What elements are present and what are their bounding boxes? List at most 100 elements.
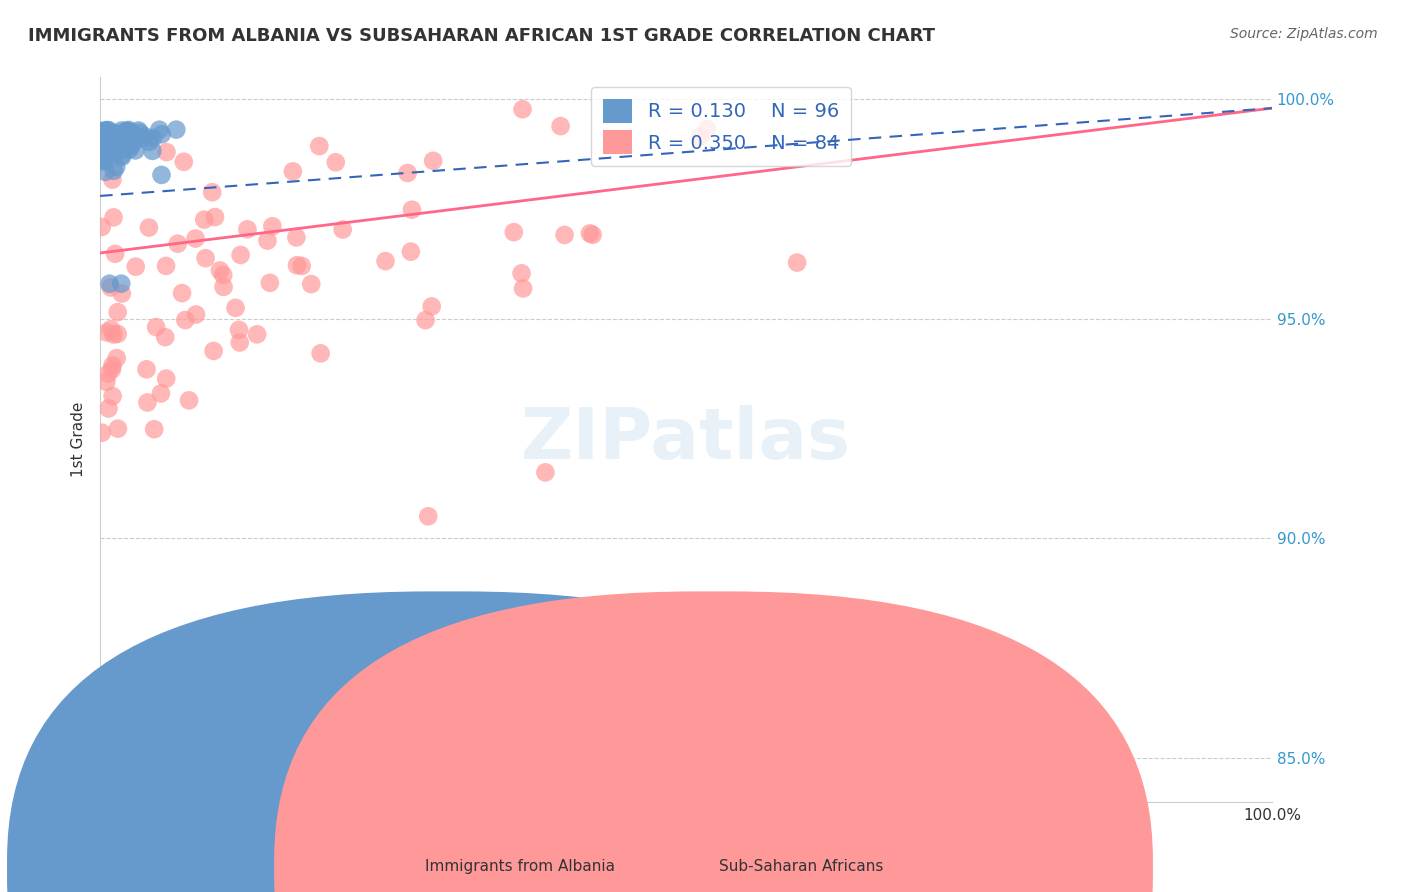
Point <box>90 219 112 234</box>
Point <box>399 244 422 259</box>
Point <box>112 142 135 156</box>
Point <box>166 236 188 251</box>
Point <box>112 129 135 144</box>
Point <box>91 128 114 143</box>
Point <box>101 359 124 373</box>
Point <box>91 151 114 165</box>
Point <box>786 255 808 269</box>
Point <box>138 220 160 235</box>
Point <box>174 313 197 327</box>
Point <box>110 277 132 291</box>
Point <box>107 305 129 319</box>
Point <box>90 133 112 147</box>
Point <box>107 326 129 341</box>
Point <box>208 263 231 277</box>
Point <box>415 313 437 327</box>
Point <box>93 153 115 168</box>
Point <box>155 371 177 385</box>
Point <box>281 164 304 178</box>
Point <box>165 122 187 136</box>
Point <box>184 231 207 245</box>
Point <box>150 127 173 141</box>
Point <box>93 143 115 157</box>
Point <box>131 131 153 145</box>
Point <box>184 308 207 322</box>
Text: Immigrants from Albania: Immigrants from Albania <box>425 859 616 874</box>
Point <box>202 343 225 358</box>
Point <box>89 127 111 141</box>
Point <box>510 266 533 280</box>
Point <box>100 322 122 336</box>
Point <box>150 168 173 182</box>
Point <box>96 375 118 389</box>
Point <box>256 234 278 248</box>
Point <box>97 128 120 142</box>
Point <box>96 134 118 148</box>
Point <box>396 166 419 180</box>
Point <box>90 136 112 150</box>
Point <box>112 127 135 141</box>
Point <box>422 153 444 168</box>
Point <box>332 222 354 236</box>
Point <box>173 154 195 169</box>
Point <box>105 128 128 143</box>
Point <box>101 139 124 153</box>
Point <box>374 254 396 268</box>
Point <box>142 131 165 145</box>
Point <box>117 123 139 137</box>
Point <box>104 141 127 155</box>
Point <box>97 125 120 139</box>
Point <box>98 277 121 291</box>
Point <box>103 163 125 178</box>
Point <box>107 422 129 436</box>
Point <box>193 212 215 227</box>
Point <box>97 137 120 152</box>
Y-axis label: 1st Grade: 1st Grade <box>72 401 86 477</box>
Point <box>534 466 557 480</box>
Point <box>103 327 125 342</box>
Point <box>141 144 163 158</box>
Point <box>121 139 143 153</box>
Point <box>108 128 131 142</box>
Point <box>401 202 423 217</box>
Point <box>90 124 112 138</box>
Point <box>94 137 117 152</box>
Point <box>115 136 138 151</box>
Point <box>103 136 125 151</box>
Point <box>325 155 347 169</box>
Point <box>103 127 125 141</box>
Point <box>145 320 167 334</box>
Point <box>105 351 128 365</box>
Point <box>91 142 114 156</box>
Point <box>90 140 112 154</box>
Point <box>138 135 160 149</box>
Point <box>111 148 134 162</box>
Point <box>97 401 120 416</box>
Point <box>101 130 124 145</box>
Point <box>228 323 250 337</box>
Point <box>90 124 112 138</box>
Point <box>115 132 138 146</box>
Point <box>97 367 120 381</box>
Point <box>97 123 120 137</box>
Point <box>93 135 115 149</box>
Point <box>177 393 200 408</box>
Point <box>285 258 308 272</box>
Point <box>136 395 159 409</box>
Point <box>225 301 247 315</box>
Point <box>105 134 128 148</box>
Point <box>135 362 157 376</box>
Point <box>89 125 111 139</box>
Point <box>696 122 718 136</box>
Point <box>107 141 129 155</box>
Point <box>110 130 132 145</box>
Point <box>134 129 156 144</box>
Text: Source: ZipAtlas.com: Source: ZipAtlas.com <box>1230 27 1378 41</box>
Point <box>98 128 121 143</box>
Point <box>554 227 576 242</box>
Point <box>96 129 118 144</box>
Point <box>299 277 322 292</box>
Point <box>93 125 115 139</box>
Point <box>418 509 440 524</box>
Point <box>579 227 602 241</box>
